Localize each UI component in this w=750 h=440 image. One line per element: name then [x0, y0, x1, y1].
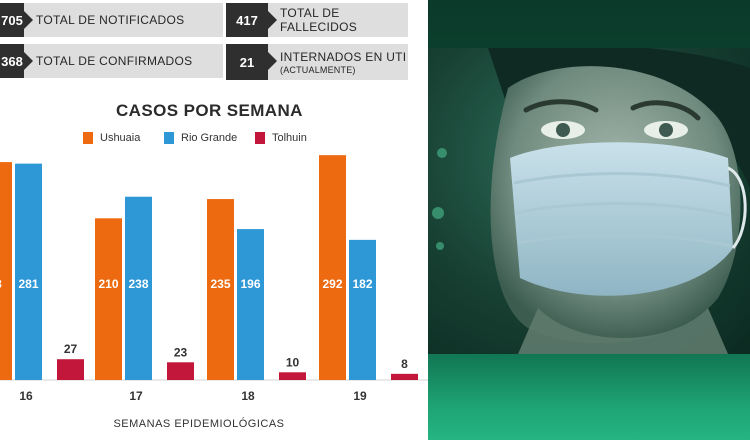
data-label-ushuaia-week-16: 3: [0, 277, 2, 291]
stat-icu: 21 INTERNADOS EN UTI (ACTUALMENTE): [226, 44, 408, 80]
stat-confirmed-value: 368: [0, 44, 33, 78]
data-label-ushuaia-week-19: 292: [322, 277, 342, 291]
masked-face-illustration: [432, 43, 750, 354]
bar-chart: 3 281 27 16 210 238 23 17 235 196 10 18 292 182 8 19 SEM…: [0, 155, 428, 430]
stat-notified-value: 705: [0, 3, 33, 37]
bar-rio-grande-week-17: [125, 196, 152, 380]
stat-icu-value: 21: [226, 44, 277, 80]
data-label-tolhuin-week-19: 8: [401, 357, 408, 371]
legend-item-rio-grande: Rio Grande: [164, 131, 237, 145]
woman-wearing-face-mask-photo: [428, 43, 750, 354]
bar-tolhuin-week-16: [57, 359, 84, 380]
bar-tolhuin-week-18: [279, 372, 306, 380]
stat-total-deaths: 417 TOTAL DE FALLECIDOS: [226, 3, 408, 37]
stat-icu-label-text: INTERNADOS EN UTI: [280, 49, 407, 64]
data-label-ushuaia-week-17: 210: [98, 277, 118, 291]
legend-swatch-ushuaia: [83, 132, 93, 144]
bar-ushuaia-week-18: [207, 199, 234, 380]
data-label-rio-grande-week-17: 238: [128, 277, 148, 291]
stat-total-confirmed: 368 TOTAL DE CONFIRMADOS: [0, 44, 223, 78]
stat-deaths-value: 417: [226, 3, 277, 37]
infographic-panel: 705 TOTAL DE NOTIFICADOS 368 TOTAL DE CO…: [0, 3, 428, 430]
legend-item-tolhuin: Tolhuin: [255, 131, 307, 145]
x-tick-label-17: 17: [129, 389, 143, 403]
legend-label-tolhuin: Tolhuin: [272, 132, 307, 144]
bar-ushuaia-week-17: [95, 218, 122, 380]
bar-tolhuin-week-17: [167, 362, 194, 380]
legend-swatch-tolhuin: [255, 132, 265, 144]
chart-title: CASOS POR SEMANA: [116, 101, 303, 120]
data-label-rio-grande-week-18: 196: [240, 277, 260, 291]
bar-rio-grande-week-16: [15, 163, 42, 380]
stat-icu-label: INTERNADOS EN UTI (ACTUALMENTE): [268, 44, 408, 80]
stat-deaths-label-text: TOTAL DE FALLECIDOS: [280, 6, 358, 34]
bar-ushuaia-week-19: [319, 155, 346, 380]
bar-rio-grande-week-19: [349, 239, 376, 380]
stat-deaths-label: TOTAL DE FALLECIDOS: [268, 3, 408, 37]
data-label-rio-grande-week-16: 281: [18, 277, 38, 291]
bar-rio-grande-week-18: [237, 229, 264, 380]
legend-item-ushuaia: Ushuaia: [83, 131, 140, 145]
data-label-rio-grande-week-19: 182: [352, 277, 372, 291]
legend-label-rio-grande: Rio Grande: [181, 132, 238, 144]
x-tick-label-18: 18: [241, 389, 255, 403]
x-tick-label-16: 16: [19, 389, 33, 403]
bar-tolhuin-week-19: [391, 373, 418, 380]
photo-panel: [428, 0, 750, 440]
x-axis-label: SEMANAS EPIDEMIOLÓGICAS: [113, 417, 284, 430]
legend-label-ushuaia: Ushuaia: [100, 132, 141, 144]
bar-ushuaia-week-16: [0, 162, 12, 380]
green-gradient-band: [428, 354, 750, 440]
stat-notified-label-text: TOTAL DE NOTIFICADOS: [36, 13, 185, 27]
data-label-tolhuin-week-18: 10: [286, 355, 300, 369]
data-label-tolhuin-week-16: 27: [64, 342, 78, 356]
stat-icu-sublabel: (ACTUALMENTE): [280, 64, 356, 75]
legend-swatch-rio-grande: [164, 132, 174, 144]
data-label-tolhuin-week-17: 23: [174, 345, 188, 359]
x-tick-label-19: 19: [353, 389, 367, 403]
stat-notified-label: TOTAL DE NOTIFICADOS: [24, 3, 223, 37]
data-label-ushuaia-week-18: 235: [210, 277, 230, 291]
stat-confirmed-label-text: TOTAL DE CONFIRMADOS: [36, 54, 193, 68]
stat-confirmed-label: TOTAL DE CONFIRMADOS: [24, 44, 223, 78]
stat-total-notified: 705 TOTAL DE NOTIFICADOS: [0, 3, 223, 37]
